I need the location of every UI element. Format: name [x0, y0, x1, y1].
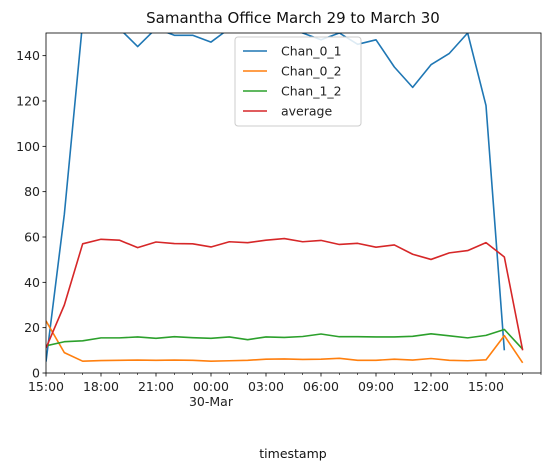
- x-axis-label: timestamp: [259, 446, 326, 461]
- x-tick-label: 00:00: [193, 379, 229, 394]
- chart-title: Samantha Office March 29 to March 30: [146, 9, 440, 27]
- x-tick-label: 03:00: [248, 379, 284, 394]
- y-tick-label: 40: [24, 275, 40, 290]
- plot-frame: [45, 32, 542, 374]
- series-line-chan-0-1: [46, 33, 506, 362]
- plot-lines: [46, 33, 524, 364]
- x-tick-label: 18:00: [83, 379, 119, 394]
- x-tick-label: 09:00: [358, 379, 394, 394]
- x-tick-label: 15:00: [468, 379, 504, 394]
- x-tick-label: 06:00: [303, 379, 339, 394]
- series-line-chan-0-2: [46, 320, 524, 364]
- legend-label: Chan_0_1: [281, 44, 342, 59]
- legend-label: Chan_0_2: [281, 64, 342, 79]
- legend-label: Chan_1_2: [281, 84, 342, 99]
- x-tick-label: 21:00: [138, 379, 174, 394]
- x-tick-sublabel: 30-Mar: [189, 394, 234, 409]
- y-tick-label: 100: [16, 139, 40, 154]
- legend-label: average: [281, 104, 332, 119]
- y-tick-label: 60: [24, 230, 40, 245]
- y-tick-label: 0: [32, 366, 40, 381]
- y-axis: 0 20 40 60 80 100 120 140: [16, 48, 46, 381]
- x-tick-label: 12:00: [413, 379, 449, 394]
- y-tick-label: 120: [16, 94, 40, 109]
- series-line-chan-1-2: [46, 328, 524, 350]
- y-tick-label: 20: [24, 320, 40, 335]
- y-tick-label: 80: [24, 184, 40, 199]
- legend-frame: [234, 36, 362, 127]
- x-tick-label: 15:00: [28, 379, 64, 394]
- y-tick-label: 140: [16, 48, 40, 63]
- series-line-average: [46, 237, 524, 351]
